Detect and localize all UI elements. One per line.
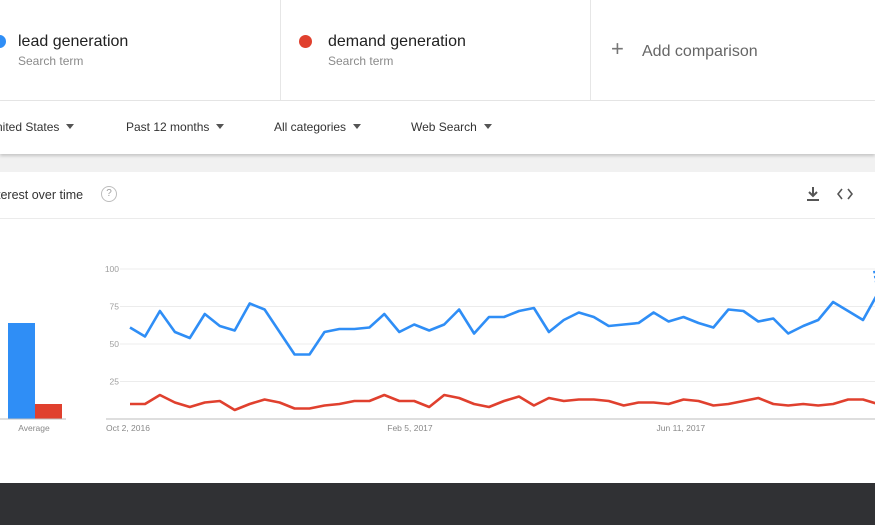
- search-term-1[interactable]: lead generation Search term: [0, 0, 281, 100]
- filters-bar: nited States Past 12 months All categori…: [0, 101, 875, 154]
- caret-down-icon: [66, 124, 75, 130]
- y-tick-label: 100: [105, 264, 119, 274]
- section-separator: [0, 154, 875, 172]
- search-property-dropdown[interactable]: Web Search: [411, 120, 492, 134]
- download-icon[interactable]: [803, 184, 823, 204]
- search-term-type: Search term: [18, 54, 84, 68]
- series-line-demand-generation: [130, 393, 875, 412]
- average-bar: [8, 323, 35, 419]
- search-term-name[interactable]: lead generation: [18, 33, 129, 50]
- x-tick-label: Feb 5, 2017: [387, 423, 433, 433]
- search-term-name[interactable]: demand generation: [328, 33, 466, 50]
- add-comparison-button[interactable]: + Add comparison: [591, 0, 875, 100]
- time-range-dropdown[interactable]: Past 12 months: [126, 120, 225, 134]
- category-dropdown-label: All categories: [274, 120, 347, 134]
- average-label: Average: [18, 423, 50, 433]
- footer-bar: [0, 483, 875, 525]
- y-tick-label: 75: [110, 302, 120, 312]
- search-terms-bar: lead generation Search term demand gener…: [0, 0, 875, 101]
- series-line-lead-generation: [129, 295, 875, 356]
- help-icon[interactable]: ?: [101, 186, 117, 202]
- category-dropdown[interactable]: All categories: [274, 120, 362, 134]
- average-bar: [35, 404, 62, 419]
- x-tick-label: Jun 11, 2017: [657, 423, 706, 433]
- search-term-2[interactable]: demand generation Search term: [281, 0, 591, 100]
- add-comparison-label: Add comparison: [642, 43, 758, 60]
- card-divider: [0, 218, 875, 219]
- caret-down-icon: [216, 124, 225, 130]
- y-tick-label: 50: [110, 339, 120, 349]
- search-property-dropdown-label: Web Search: [411, 120, 477, 134]
- region-dropdown[interactable]: nited States: [0, 120, 75, 134]
- caret-down-icon: [483, 124, 492, 130]
- interest-chart: 25 50 75 100 Oct 2, 2016 Feb 5, 2017 Jun 11, 2…: [0, 264, 875, 433]
- region-dropdown-label: nited States: [0, 120, 60, 134]
- term-color-dot-red: [299, 35, 312, 48]
- embed-icon[interactable]: [835, 184, 855, 204]
- term-color-dot-blue: [0, 35, 6, 48]
- search-term-type: Search term: [328, 54, 394, 68]
- card-title: terest over time: [0, 188, 84, 202]
- y-tick-label: 25: [110, 377, 120, 387]
- caret-down-icon: [353, 124, 362, 130]
- time-range-dropdown-label: Past 12 months: [126, 120, 210, 134]
- plus-icon: +: [611, 36, 624, 61]
- x-tick-label: Oct 2, 2016: [106, 423, 150, 433]
